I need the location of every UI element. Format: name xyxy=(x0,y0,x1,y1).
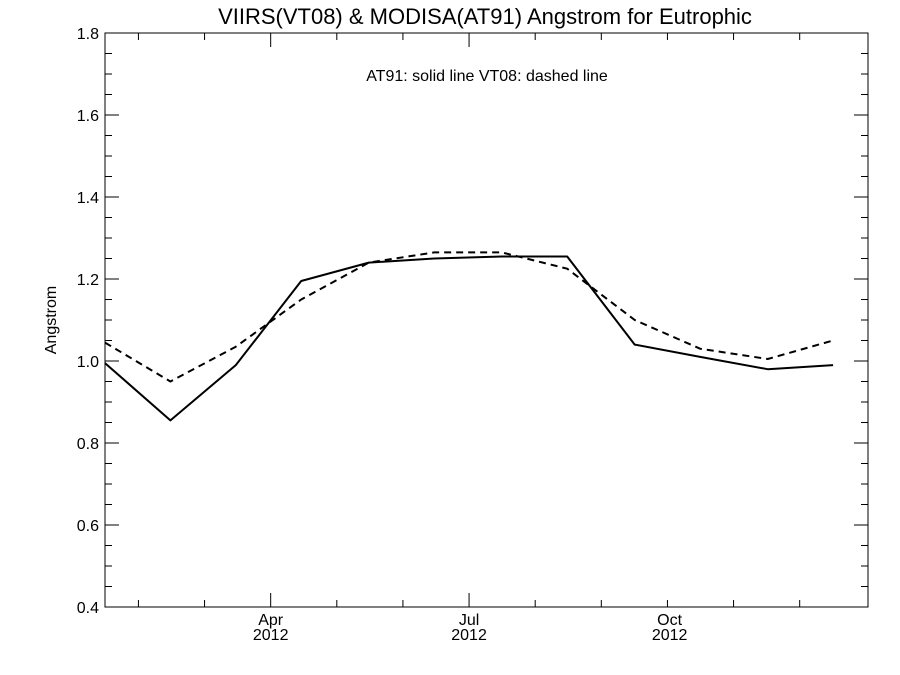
chart-title: VIIRS(VT08) & MODISA(AT91) Angstrom for … xyxy=(218,4,752,29)
y-tick-label: 1.2 xyxy=(77,272,99,289)
series-layer xyxy=(104,251,834,422)
y-tick-label: 1.4 xyxy=(77,190,99,207)
y-axis-title: Angstrom xyxy=(43,286,60,354)
x-tick-month-label: Jul xyxy=(459,612,479,629)
y-tick-label: 0.8 xyxy=(77,436,99,453)
y-tick-label: 1.0 xyxy=(77,354,99,371)
x-tick-year-label: 2012 xyxy=(652,627,688,644)
x-tick-month-label: Oct xyxy=(657,612,682,629)
plot-area-frame xyxy=(104,32,869,608)
y-tick-label: 0.4 xyxy=(77,600,99,617)
x-tick-month-label: Apr xyxy=(258,612,284,629)
x-tick-year-label: 2012 xyxy=(451,627,487,644)
x-tick-year-label: 2012 xyxy=(253,627,289,644)
y-tick-label: 1.6 xyxy=(77,108,99,125)
y-axis-ticks: 0.4 0.6 0.8 1.0 1.2 1.4 1.6 1.8 xyxy=(77,26,868,617)
series-line-vt08 xyxy=(104,251,834,383)
y-tick-label: 0.6 xyxy=(77,518,99,535)
line-style-annotation: AT91: solid line VT08: dashed line xyxy=(366,68,608,85)
y-tick-label: 1.8 xyxy=(77,26,99,43)
series-line-at91 xyxy=(104,255,834,422)
